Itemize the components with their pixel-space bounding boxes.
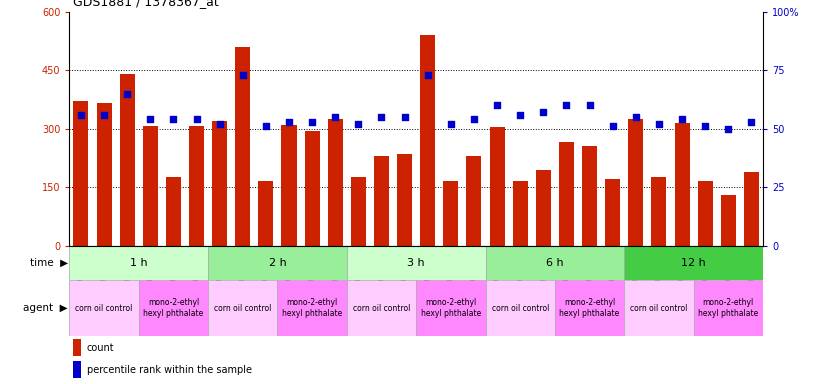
Point bbox=[652, 121, 665, 127]
Bar bbox=[282, 125, 296, 246]
Bar bbox=[374, 156, 389, 246]
Point bbox=[375, 114, 388, 120]
Point bbox=[236, 72, 249, 78]
Point bbox=[606, 123, 619, 129]
Point bbox=[745, 119, 758, 125]
Text: 12 h: 12 h bbox=[681, 258, 706, 268]
Point bbox=[444, 121, 457, 127]
Text: corn oil control: corn oil control bbox=[353, 304, 410, 313]
Text: corn oil control: corn oil control bbox=[491, 304, 549, 313]
Bar bbox=[69, 280, 139, 336]
Point bbox=[398, 114, 411, 120]
Text: GDS1881 / 1378367_at: GDS1881 / 1378367_at bbox=[73, 0, 220, 8]
Bar bbox=[486, 280, 555, 336]
Text: 3 h: 3 h bbox=[407, 258, 425, 268]
Text: count: count bbox=[86, 343, 114, 353]
Bar bbox=[694, 280, 763, 336]
Bar bbox=[235, 46, 251, 246]
Bar bbox=[73, 361, 81, 378]
Bar bbox=[347, 280, 416, 336]
Bar bbox=[486, 246, 624, 280]
Point bbox=[305, 119, 318, 125]
Point bbox=[721, 126, 734, 132]
Point bbox=[629, 114, 642, 120]
Bar bbox=[555, 280, 624, 336]
Point bbox=[537, 109, 550, 115]
Bar bbox=[277, 280, 347, 336]
Bar bbox=[304, 131, 320, 246]
Bar bbox=[139, 280, 208, 336]
Text: agent  ▶: agent ▶ bbox=[23, 303, 68, 313]
Point bbox=[282, 119, 295, 125]
Bar bbox=[416, 280, 486, 336]
Bar bbox=[208, 280, 277, 336]
Bar bbox=[120, 74, 135, 246]
Point bbox=[121, 91, 134, 97]
Bar bbox=[467, 156, 481, 246]
Point bbox=[468, 116, 481, 122]
Bar bbox=[166, 177, 181, 246]
Bar bbox=[744, 172, 759, 246]
Text: corn oil control: corn oil control bbox=[630, 304, 688, 313]
Text: mono-2-ethyl
hexyl phthalate: mono-2-ethyl hexyl phthalate bbox=[560, 298, 619, 318]
Point bbox=[698, 123, 712, 129]
Bar bbox=[721, 195, 736, 246]
Bar bbox=[208, 246, 347, 280]
Point bbox=[583, 102, 596, 108]
Point bbox=[490, 102, 503, 108]
Bar bbox=[651, 177, 667, 246]
Point bbox=[74, 111, 87, 118]
Text: mono-2-ethyl
hexyl phthalate: mono-2-ethyl hexyl phthalate bbox=[144, 298, 203, 318]
Bar bbox=[96, 103, 112, 246]
Point bbox=[421, 72, 434, 78]
Bar bbox=[624, 246, 763, 280]
Bar bbox=[73, 101, 88, 246]
Text: mono-2-ethyl
hexyl phthalate: mono-2-ethyl hexyl phthalate bbox=[698, 298, 758, 318]
Bar bbox=[512, 181, 528, 246]
Bar bbox=[536, 170, 551, 246]
Point bbox=[259, 123, 273, 129]
Bar bbox=[143, 126, 157, 246]
Bar bbox=[559, 142, 574, 246]
Point bbox=[213, 121, 226, 127]
Text: 1 h: 1 h bbox=[130, 258, 148, 268]
Point bbox=[560, 102, 573, 108]
Point bbox=[98, 111, 111, 118]
Bar bbox=[698, 181, 712, 246]
Bar bbox=[490, 127, 504, 246]
Point bbox=[513, 111, 526, 118]
Bar bbox=[628, 119, 643, 246]
Text: mono-2-ethyl
hexyl phthalate: mono-2-ethyl hexyl phthalate bbox=[421, 298, 481, 318]
Text: percentile rank within the sample: percentile rank within the sample bbox=[86, 365, 251, 375]
Text: 2 h: 2 h bbox=[268, 258, 286, 268]
Point bbox=[329, 114, 342, 120]
Bar bbox=[351, 177, 366, 246]
Bar bbox=[73, 339, 81, 356]
Bar bbox=[624, 280, 694, 336]
Bar bbox=[443, 181, 459, 246]
Bar bbox=[69, 246, 208, 280]
Text: 6 h: 6 h bbox=[546, 258, 564, 268]
Bar bbox=[189, 126, 204, 246]
Text: time  ▶: time ▶ bbox=[29, 258, 68, 268]
Bar bbox=[605, 179, 620, 246]
Point bbox=[190, 116, 203, 122]
Point bbox=[676, 116, 689, 122]
Bar bbox=[675, 123, 690, 246]
Bar bbox=[212, 121, 227, 246]
Bar bbox=[259, 181, 273, 246]
Point bbox=[144, 116, 157, 122]
Text: corn oil control: corn oil control bbox=[214, 304, 272, 313]
Bar bbox=[582, 146, 597, 246]
Text: corn oil control: corn oil control bbox=[75, 304, 133, 313]
Point bbox=[166, 116, 180, 122]
Bar bbox=[397, 154, 412, 246]
Bar bbox=[347, 246, 486, 280]
Bar bbox=[328, 119, 343, 246]
Text: mono-2-ethyl
hexyl phthalate: mono-2-ethyl hexyl phthalate bbox=[282, 298, 342, 318]
Point bbox=[352, 121, 365, 127]
Bar bbox=[420, 35, 435, 246]
